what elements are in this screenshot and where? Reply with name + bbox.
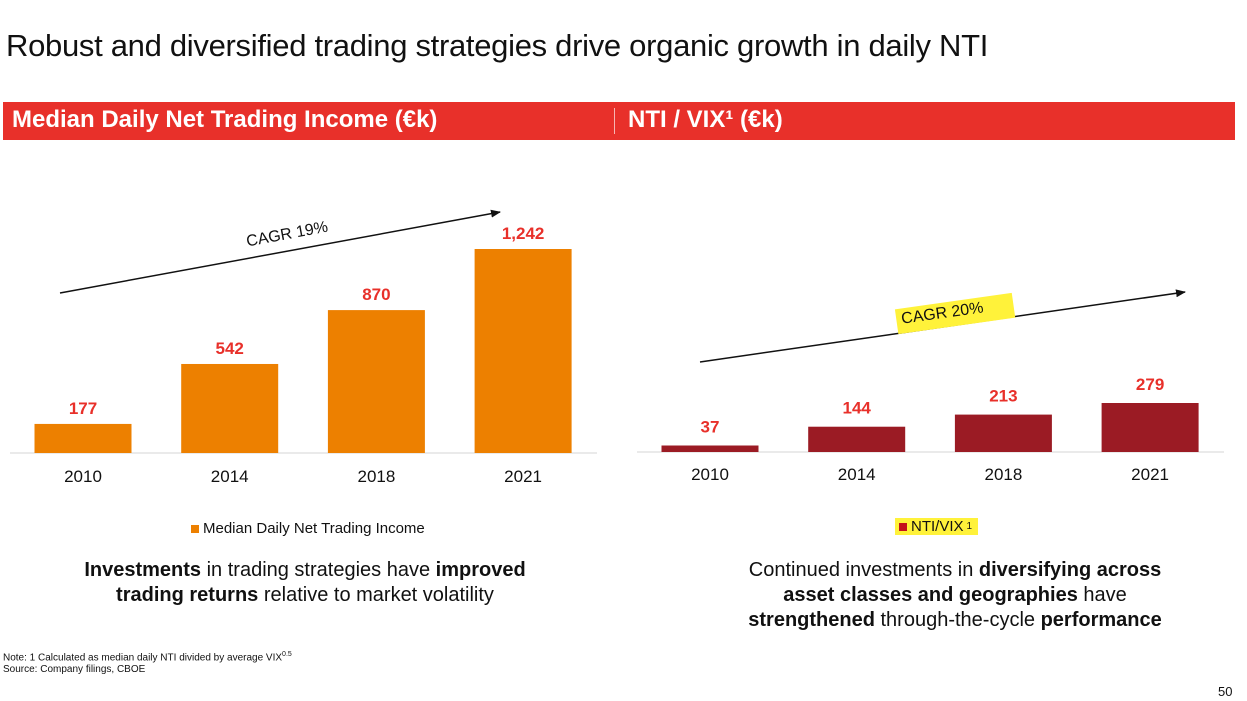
section-banner [3, 102, 1235, 140]
left-bar-2014 [181, 363, 279, 453]
left-value-label-2018: 870 [362, 285, 390, 304]
left-legend: Median Daily Net Trading Income [191, 520, 425, 537]
caption-bold: asset classes and geographies [783, 584, 1078, 606]
caption-bold: performance [1040, 609, 1162, 631]
caption-text: relative to market volatility [258, 584, 494, 606]
left-bar-chart: 177 2010 542 2014 870 2018 1,242 2021 [10, 224, 597, 486]
left-legend-label: Median Daily Net Trading Income [203, 520, 425, 537]
caption-text: Continued investments in [748, 559, 979, 581]
page-title: Robust and diversified trading strategie… [6, 28, 989, 63]
caption-bold: diversifying across [978, 559, 1162, 581]
right-chart-header: NTI / VIX¹ (€k) [628, 106, 783, 133]
right-value-label-2010: 37 [701, 418, 720, 437]
right-value-label-2018: 213 [989, 387, 1017, 406]
right-cagr-highlight [894, 292, 1016, 335]
caption-text: through-the-cycle [874, 609, 1041, 631]
left-caption: Investments in trading strategies have i… [40, 558, 570, 608]
caption-bold: strengthened [748, 609, 875, 631]
left-value-label-2021: 1,242 [502, 224, 545, 243]
right-legend-swatch [899, 522, 907, 531]
caption-text: in trading strategies have [201, 559, 436, 581]
left-bar-2021 [474, 249, 572, 453]
right-legend: NTI/VIX 1 [895, 518, 979, 535]
right-caption: Continued investments in diversifying ac… [680, 558, 1230, 633]
right-tick-label-2014: 2014 [838, 465, 876, 484]
right-bar-2010 [661, 445, 759, 452]
caption-text: have [1077, 584, 1127, 606]
right-value-label-2021: 279 [1136, 375, 1164, 394]
left-tick-label-2010: 2010 [64, 467, 102, 486]
right-bar-2018 [954, 414, 1052, 452]
right-legend-sup: 1 [966, 521, 973, 532]
left-value-label-2010: 177 [69, 399, 97, 418]
left-chart-header: Median Daily Net Trading Income (€k) [12, 106, 438, 133]
left-cagr-arrow [59, 209, 501, 294]
right-tick-label-2018: 2018 [984, 465, 1022, 484]
left-tick-label-2014: 2014 [211, 467, 249, 486]
right-tick-label-2010: 2010 [691, 465, 729, 484]
left-bar-2010 [34, 423, 132, 453]
right-bar-chart: 37 2010 144 2014 213 2018 279 2021 [637, 375, 1224, 484]
left-legend-swatch [191, 524, 199, 533]
left-tick-label-2018: 2018 [357, 467, 395, 486]
right-tick-label-2021: 2021 [1131, 465, 1169, 484]
left-value-label-2014: 542 [216, 339, 244, 358]
right-bar-2014 [808, 426, 906, 452]
footnote-note: Note: 1 Calculated as median daily NTI d… [3, 652, 283, 664]
footnote-source: Source: Company filings, CBOE [3, 664, 146, 676]
page-number: 50 [1218, 684, 1233, 699]
right-bar-2021 [1101, 403, 1199, 452]
banner-divider [614, 108, 615, 134]
right-value-label-2014: 144 [843, 399, 872, 418]
left-bar-2018 [327, 310, 425, 453]
footnote-note-sup: 0.5 [282, 651, 292, 658]
caption-bold: Investments [84, 559, 202, 581]
left-tick-label-2021: 2021 [504, 467, 542, 486]
caption-bold: trading returns [116, 584, 259, 606]
footnote: Note: 1 Calculated as median daily NTI d… [3, 649, 292, 676]
right-legend-label: NTI/VIX [911, 518, 964, 535]
caption-bold: improved [435, 559, 526, 581]
